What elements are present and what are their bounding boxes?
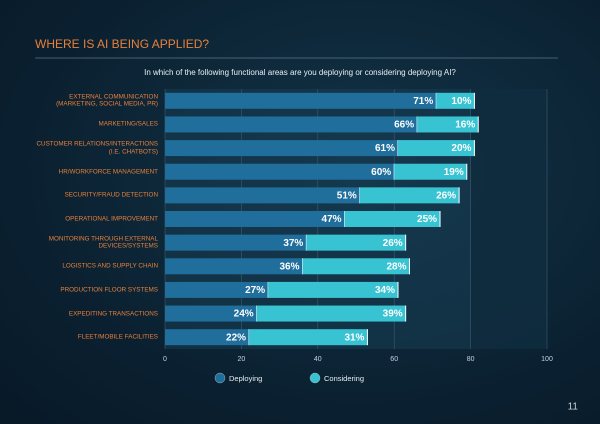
bar [165,187,360,204]
y-tick-label: EXPEDITING TRANSACTIONS [68,309,158,317]
value-label: 25% [417,214,437,225]
bar [306,234,406,251]
bar [165,163,395,180]
value-label: 10% [451,96,471,107]
y-tick-label: PRODUCTION FLOOR SYSTEMS [60,286,158,294]
value-label: 37% [283,238,303,249]
value-label: 39% [383,309,403,320]
legend-label: Considering [324,374,364,383]
value-label: 60% [371,167,391,178]
value-label: 31% [344,332,364,343]
value-label: 24% [234,309,254,320]
bar [165,329,250,346]
bar [344,211,441,227]
bar [249,329,368,346]
bar [165,305,257,322]
bar [165,211,345,227]
plot-panel [470,89,547,349]
y-tick-label: HR/WORKFORCE MANAGEMENT [58,167,158,175]
y-tick-label: EXTERNAL COMMUNICATION (MARKETING, SOCIA… [56,93,158,108]
bar [394,163,467,180]
y-tick-label: CUSTOMER RELATIONS/INTERACTIONS (I.E. CH… [36,140,158,156]
bar [398,140,475,157]
bar [256,305,406,322]
value-label: 26% [383,238,403,249]
value-label: 47% [322,214,342,225]
value-label: 19% [444,167,464,178]
y-tick-label: MARKETING/SALES [98,120,159,128]
legend-label: Deploying [229,374,262,383]
x-tick-label: 100 [541,356,553,363]
x-tick-label: 80 [467,356,475,363]
value-label: 51% [337,191,357,202]
y-tick-label: SECURITY/FRAUD DETECTION [64,191,158,199]
value-label: 28% [386,261,406,272]
y-tick-label: LOGISTICS AND SUPPLY CHAIN [62,262,158,270]
chart-title: WHERE IS AI BEING APPLIED? [35,37,209,51]
value-label: 20% [451,143,471,154]
bar [165,116,418,133]
bar [302,258,410,275]
value-label: 26% [436,191,456,202]
x-tick-label: 60 [390,356,398,363]
bar [165,140,399,157]
bar [436,92,475,109]
value-label: 61% [375,143,395,154]
bar [165,258,303,275]
chart-subtitle: In which of the following functional are… [144,68,456,77]
legend-swatch [214,372,226,384]
bar [417,116,479,133]
x-tick-label: 40 [314,356,322,363]
bar [165,281,269,298]
y-tick-label: FLEET/MOBILE FACILITIES [77,333,158,341]
bar [165,92,437,109]
value-label: 36% [280,261,300,272]
y-tick-label: MONITORING THROUGH EXTERNAL DEVICES/SYST… [48,235,158,250]
x-tick-label: 0 [163,356,167,363]
page-number: 11 [568,402,579,413]
value-label: 27% [245,285,265,296]
bar [268,281,399,298]
value-label: 71% [413,96,433,107]
value-label: 34% [375,285,395,296]
x-tick-label: 20 [238,356,246,363]
y-tick-label: OPERATIONAL IMPROVEMENT [65,215,158,223]
bar [165,234,307,251]
value-label: 66% [394,120,414,131]
bar [359,187,460,204]
value-label: 16% [455,120,475,131]
legend-swatch [309,372,321,384]
value-label: 22% [226,332,246,343]
